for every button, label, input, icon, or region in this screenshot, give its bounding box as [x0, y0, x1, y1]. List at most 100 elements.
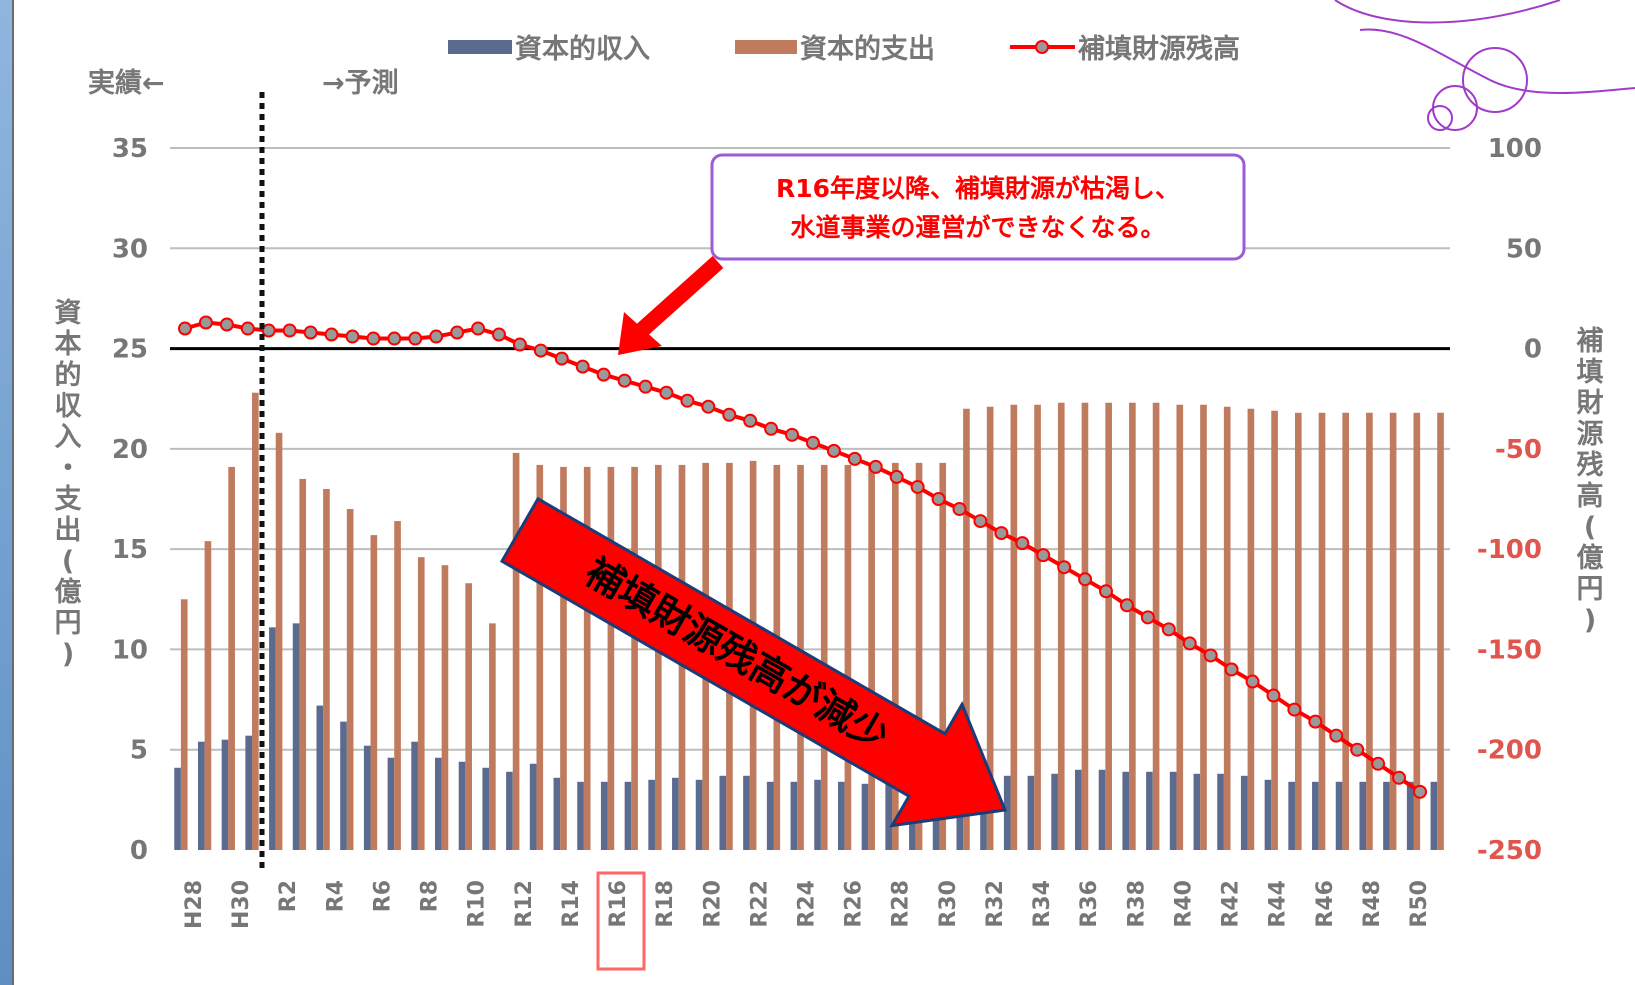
left-tick-label: 20 [112, 435, 148, 465]
balance-point [868, 459, 883, 474]
legend-swatch-balance-marker [1035, 40, 1049, 54]
income-bar [766, 781, 774, 850]
income-bar [269, 627, 276, 850]
expenditure-bar [892, 462, 899, 850]
income-bar [695, 779, 703, 850]
income-bar [340, 721, 347, 850]
balance-point [596, 367, 611, 382]
balance-point [1266, 688, 1281, 703]
income-bar [624, 781, 632, 850]
income-bar [363, 745, 371, 850]
balance-point [910, 479, 925, 494]
income-bar [1430, 781, 1438, 850]
balance-point [722, 407, 737, 422]
decrease-arrow: 補填財源残高が減少 [499, 496, 1008, 828]
balance-point [931, 492, 946, 506]
balance-point [324, 327, 339, 342]
balance-point [1350, 742, 1365, 757]
balance-point [680, 393, 695, 408]
income-bar [292, 623, 300, 850]
income-bar [1359, 781, 1367, 850]
income-bar [1406, 781, 1414, 850]
balance-point [1119, 598, 1134, 613]
x-tick-label: R24 [795, 880, 820, 928]
expenditure-bar [1200, 404, 1207, 850]
income-bar [221, 739, 229, 850]
expenditure-bar [868, 464, 875, 850]
expenditure-bar [963, 408, 970, 850]
balance-point [345, 329, 360, 344]
left-tick-label: 10 [112, 635, 148, 665]
income-bar [1335, 781, 1343, 850]
balance-point [512, 337, 527, 352]
income-bar [1051, 773, 1058, 850]
balance-point [219, 317, 234, 332]
income-bar [719, 775, 727, 850]
left-tick-label: 25 [112, 335, 148, 365]
income-bar [529, 763, 537, 850]
forecast-label: →予測 [322, 68, 399, 99]
right-tick-label: 0 [1524, 335, 1542, 365]
income-bar [885, 783, 893, 850]
expenditure-bar [844, 464, 852, 850]
right-tick-label: 50 [1506, 234, 1542, 264]
x-tick-label: R28 [889, 880, 914, 928]
legend: 資本的収入 資本的支出 補填財源残高 [448, 33, 1240, 65]
income-bar [1122, 771, 1130, 850]
income-bar [245, 735, 253, 850]
income-bar [1240, 775, 1248, 850]
income-bar [197, 741, 205, 850]
expenditure-bar [1413, 412, 1421, 850]
balance-point [701, 399, 716, 414]
balance-point [261, 323, 276, 338]
balance-point [1078, 572, 1093, 587]
balance-point [303, 325, 318, 340]
balance-point [1057, 560, 1072, 575]
left-tick-label: 15 [112, 535, 148, 565]
expenditure-bar [1129, 402, 1136, 850]
income-bar [1027, 775, 1035, 850]
income-bar [482, 767, 490, 850]
balance-point [491, 327, 506, 342]
income-bar [1098, 769, 1106, 850]
income-bar [672, 777, 679, 850]
balance-point [1392, 770, 1407, 785]
expenditure-bars [180, 392, 1444, 850]
x-tick-label: R46 [1313, 880, 1338, 928]
balance-point [1182, 636, 1197, 651]
balance-point [471, 321, 486, 336]
x-tick-label: R8 [418, 880, 443, 912]
income-bar [1383, 781, 1390, 850]
income-bar [458, 761, 466, 850]
right-tick-label: -100 [1477, 535, 1542, 565]
balance-point [847, 451, 862, 466]
expenditure-bar [299, 478, 307, 850]
left-tick-label: 35 [112, 134, 148, 164]
expenditure-bar [180, 599, 188, 850]
income-bar [600, 781, 608, 850]
legend-label-balance: 補填財源残高 [1077, 33, 1240, 65]
expenditure-bar [939, 462, 947, 850]
balance-point [198, 315, 213, 330]
callout-line1: R16年度以降、補填財源が枯渇し、 [776, 174, 1180, 203]
income-bar [837, 781, 845, 850]
right-tick-label: 100 [1488, 134, 1542, 164]
balance-point [764, 421, 779, 436]
balance-point [1287, 702, 1302, 717]
balance-point [554, 351, 569, 366]
expenditure-bar [228, 466, 235, 850]
balance-point [450, 325, 465, 340]
x-tick-label: R16 [606, 880, 631, 928]
expenditure-bar [1247, 408, 1255, 850]
actual-label: 実績← [88, 67, 165, 99]
x-tick-label: R14 [559, 880, 584, 928]
expenditure-bar [1105, 402, 1112, 850]
income-bar [1288, 781, 1295, 850]
income-bar [1193, 773, 1201, 850]
expenditure-bar [1034, 404, 1041, 850]
expenditure-bar [465, 583, 472, 850]
expenditure-bar [1010, 404, 1018, 850]
expenditure-bar [275, 432, 283, 850]
left-axis-title: 資本的収入・支出(億円) [55, 298, 83, 670]
income-bar [577, 781, 584, 850]
